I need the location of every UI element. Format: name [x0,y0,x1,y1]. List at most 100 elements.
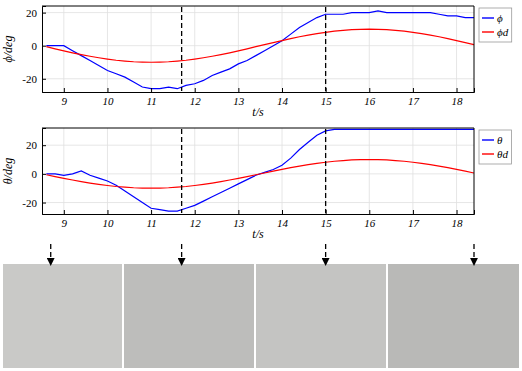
snapshot-line [325,7,326,91]
line [46,11,474,89]
x-tick-label: 15 [321,217,333,229]
plot-frame [42,128,474,214]
y-axis-title: θ/deg [1,158,15,185]
x-tick-label: 14 [277,95,289,107]
y-tick-mark [42,13,46,14]
grid [42,128,474,214]
grid-line-x [325,128,326,214]
x-tick-label: 12 [190,217,202,229]
y-tick: 20 [26,139,46,151]
x-tick: 17 [408,210,420,229]
y-tick: -20 [22,197,46,209]
legend-box [479,8,512,42]
x-tick-mark [195,88,196,92]
y-tick-label: -20 [22,73,37,85]
x-tick: 16 [364,210,376,229]
grid-line-x [107,128,108,214]
x-tick-mark [64,88,65,92]
grid [42,6,474,92]
y-tick-label: 20 [26,7,38,19]
x-tick: 15 [321,210,333,229]
x-axis-line [43,210,475,215]
snapshot-line [325,129,326,213]
x-tick-mark [107,210,108,214]
x-tick: 13 [233,88,245,107]
legend-label: θd [497,148,508,160]
x-axis-title: t/s [252,105,264,119]
series-lines [46,11,474,89]
x-tick-mark [64,210,65,214]
y-axis: -20020 [22,129,46,215]
snapshot-arrow [50,244,51,262]
x-axis-line [43,88,475,93]
x-tick-label: 16 [364,217,376,229]
x-tick-label: 13 [233,217,245,229]
y-tick: 0 [32,40,47,52]
x-tick: 15 [321,88,333,107]
x-tick: 14 [277,210,289,229]
x-tick-mark [195,210,196,214]
legend-swatch [482,153,494,154]
x-tick: 18 [452,210,464,229]
snapshot-arrow [325,244,326,262]
x-tick-label: 14 [277,217,289,229]
line [46,129,474,211]
legend-label: ϕ [497,12,503,24]
x-tick: 12 [190,210,202,229]
x-tick-mark [413,210,414,214]
x-tick-label: 17 [408,95,420,107]
y-tick-mark [42,174,46,175]
photo-frame [388,264,519,368]
chart: 9101112131415161718-20020t/sθ/degθθd [1,128,511,241]
x-tick: 11 [146,88,156,107]
plot-frame [42,6,474,92]
x-tick: 18 [452,88,464,107]
y-axis-line [43,7,47,93]
x-tick-label: 13 [233,95,245,107]
legend: θ θd [479,130,511,164]
x-axis: 9101112131415161718 [43,210,475,229]
y-tick-mark [42,46,46,47]
x-tick: 10 [102,210,114,229]
snapshot-arrow [181,244,182,262]
x-tick: 11 [146,210,156,229]
x-tick-mark [369,88,370,92]
x-tick-label: 9 [62,95,68,107]
figure: 9101112131415161718-20020t/sϕ/degϕϕd9101… [0,0,522,371]
y-tick-label: 20 [26,139,38,151]
x-tick-label: 17 [408,217,420,229]
grid-line-x [325,6,326,92]
y-axis-line [43,129,47,215]
line [46,160,474,189]
y-tick-mark [42,79,46,80]
x-tick: 9 [62,88,68,107]
x-tick-label: 15 [321,95,333,107]
photo-frame [3,264,122,368]
grid-line-y [42,78,474,79]
x-tick-mark [107,88,108,92]
legend-label: ϕd [497,26,509,38]
photo-frame [124,264,254,368]
x-axis-title: t/s [252,227,264,241]
x-tick-label: 12 [190,95,202,107]
grid-line-x [456,128,457,214]
y-axis: -20 0 20 [22,7,46,93]
y-tick-label: -20 [22,197,37,209]
legend-swatch [482,139,494,140]
grid-line-y [42,202,474,203]
x-tick-label: 11 [146,95,156,107]
x-tick-mark [151,88,152,92]
legend-label: θ [497,134,503,146]
legend-box [479,130,511,164]
x-tick-mark [369,210,370,214]
x-tick-label: 18 [452,217,464,229]
snapshot-markers [51,7,474,262]
y-tick: -20 [22,73,46,85]
grid-line-y [42,145,474,146]
y-tick-mark [42,145,46,146]
x-tick: 12 [190,88,202,107]
series-lines [46,129,474,211]
photo-frame [256,264,386,368]
x-tick: 14 [277,88,289,107]
x-tick-mark [238,210,239,214]
